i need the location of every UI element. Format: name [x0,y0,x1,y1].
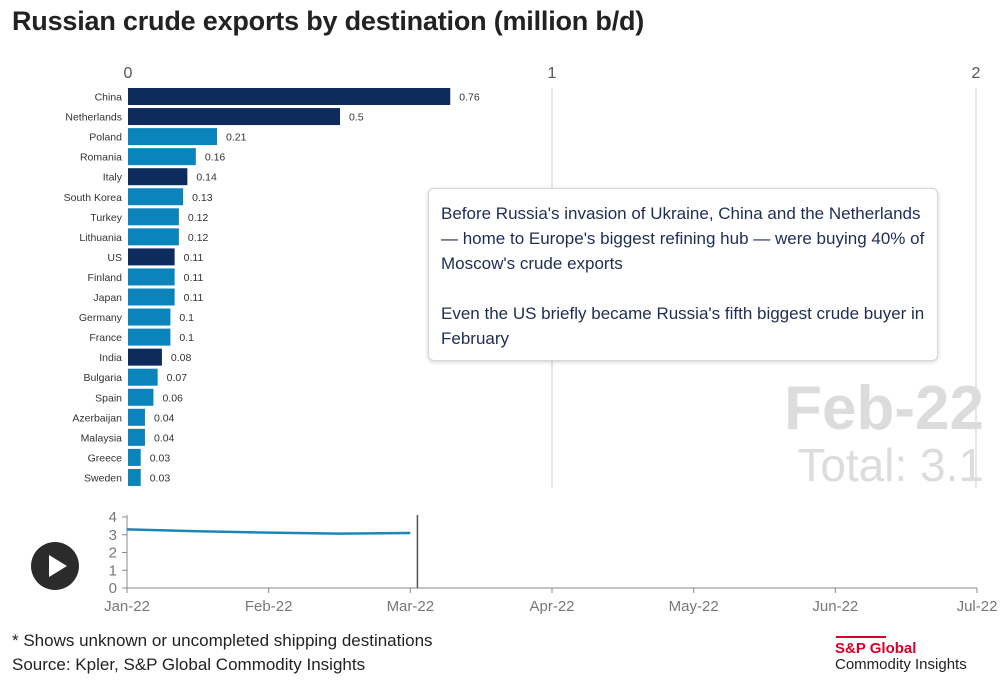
bar [128,348,162,366]
bar-value-label: 0.11 [184,272,204,284]
annotation-box: Before Russia's invasion of Ukraine, Chi… [428,188,938,361]
bar [128,108,340,126]
bar-value-label: 0.13 [192,192,213,204]
y-tick-label: 0 [109,580,117,597]
bar-category-label: Bulgaria [83,372,122,384]
bar [128,208,179,226]
bar-category-label: India [99,352,122,364]
bar-category-label: Romania [80,152,122,164]
bar-value-label: 0.11 [184,252,204,264]
bar-value-label: 0.5 [349,112,364,124]
y-tick-label: 2 [109,545,117,562]
bar-value-label: 0.03 [150,452,171,464]
play-button[interactable] [31,542,79,590]
bar-value-label: 0.16 [205,152,226,164]
bar-value-label: 0.11 [184,292,204,304]
bar [128,328,171,346]
bar [128,448,141,466]
bar-value-label: 0.03 [150,472,171,484]
bar-value-label: 0.14 [196,172,217,184]
bar-category-label: Poland [89,132,122,144]
y-tick-label: 1 [109,562,117,579]
bar-category-label: Greece [88,452,123,464]
bar-value-label: 0.04 [154,432,175,444]
bar [128,188,184,206]
x-tick-label: Apr-22 [529,598,574,615]
y-tick-label: 4 [109,509,117,526]
bar-category-label: South Korea [64,192,123,204]
x-tick-label: Feb-22 [245,598,293,615]
bar-value-label: 0.76 [459,92,480,104]
x-tick-label: 0 [124,65,133,82]
bar [128,168,188,186]
bar [128,268,175,286]
bar-value-label: 0.1 [179,332,194,344]
bar-category-label: Japan [93,292,122,304]
x-tick-label: Jul-22 [957,598,998,615]
logo-text-secondary: Commodity Insights [835,656,967,673]
bar-category-label: Finland [88,272,123,284]
bar-category-label: Sweden [84,472,122,484]
x-tick-label: Mar-22 [387,598,435,615]
bar-chart: 0 1 2 China 0.76 Netherlands 0.5 Poland 0.21 Roma… [64,65,981,488]
bar [128,468,141,486]
timeline-series-line [126,528,411,535]
bar [128,288,175,306]
x-tick-label: 2 [972,65,981,82]
x-tick-label: 1 [548,65,557,82]
bar-value-label: 0.21 [226,132,247,144]
bar [128,148,196,166]
period-label: Feb-22 [784,374,984,443]
bar-value-label: 0.08 [171,352,192,364]
bar-category-label: Turkey [90,212,122,224]
bar-value-label: 0.07 [167,372,188,384]
bar-value-label: 0.12 [188,232,209,244]
bar-category-label: Netherlands [65,112,122,124]
bar [128,228,179,246]
x-tick-label: Jun-22 [812,598,858,615]
bar-value-label: 0.12 [188,212,209,224]
bar-category-label: Italy [103,172,123,184]
bar [128,408,145,426]
bar-value-label: 0.1 [179,312,194,324]
logo-text-primary: S&P Global [835,640,917,657]
bar-category-label: Spain [95,392,122,404]
bar [128,88,451,105]
play-icon [49,555,67,577]
bar [128,308,171,326]
bar [128,428,145,446]
bar-category-label: US [107,252,122,264]
bar-category-label: Germany [79,312,123,324]
source-note: Source: Kpler, S&P Global Commodity Insi… [12,655,366,674]
chart-title: Russian crude exports by destination (mi… [12,6,645,36]
bar [128,248,175,266]
total-label: Total: 3.1 [797,439,984,491]
logo-accent-bar [836,636,886,638]
bar-category-label: Lithuania [79,232,122,244]
bar-category-label: China [95,92,123,104]
bar [128,388,154,406]
bar-value-label: 0.06 [162,392,183,404]
x-tick-label: May-22 [669,598,719,615]
x-tick-label: Jan-22 [104,598,150,615]
annotation-paragraph-1: Before Russia's invasion of Ukraine, Chi… [441,204,925,273]
bar-value-label: 0.04 [154,412,175,424]
footnote: * Shows unknown or uncompleted shipping … [12,631,433,650]
annotation-paragraph-2: Even the US briefly became Russia's fift… [441,304,925,348]
bar-category-label: France [89,332,122,344]
bar-category-label: Malaysia [81,432,123,444]
y-tick-label: 3 [109,527,117,544]
bar [128,368,158,386]
bar-category-label: Azerbaijan [72,412,122,424]
bar [128,128,218,146]
